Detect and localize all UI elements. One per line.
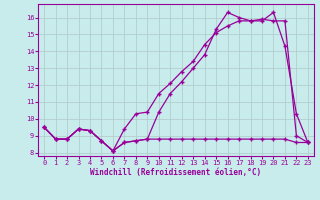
X-axis label: Windchill (Refroidissement éolien,°C): Windchill (Refroidissement éolien,°C) — [91, 168, 261, 177]
